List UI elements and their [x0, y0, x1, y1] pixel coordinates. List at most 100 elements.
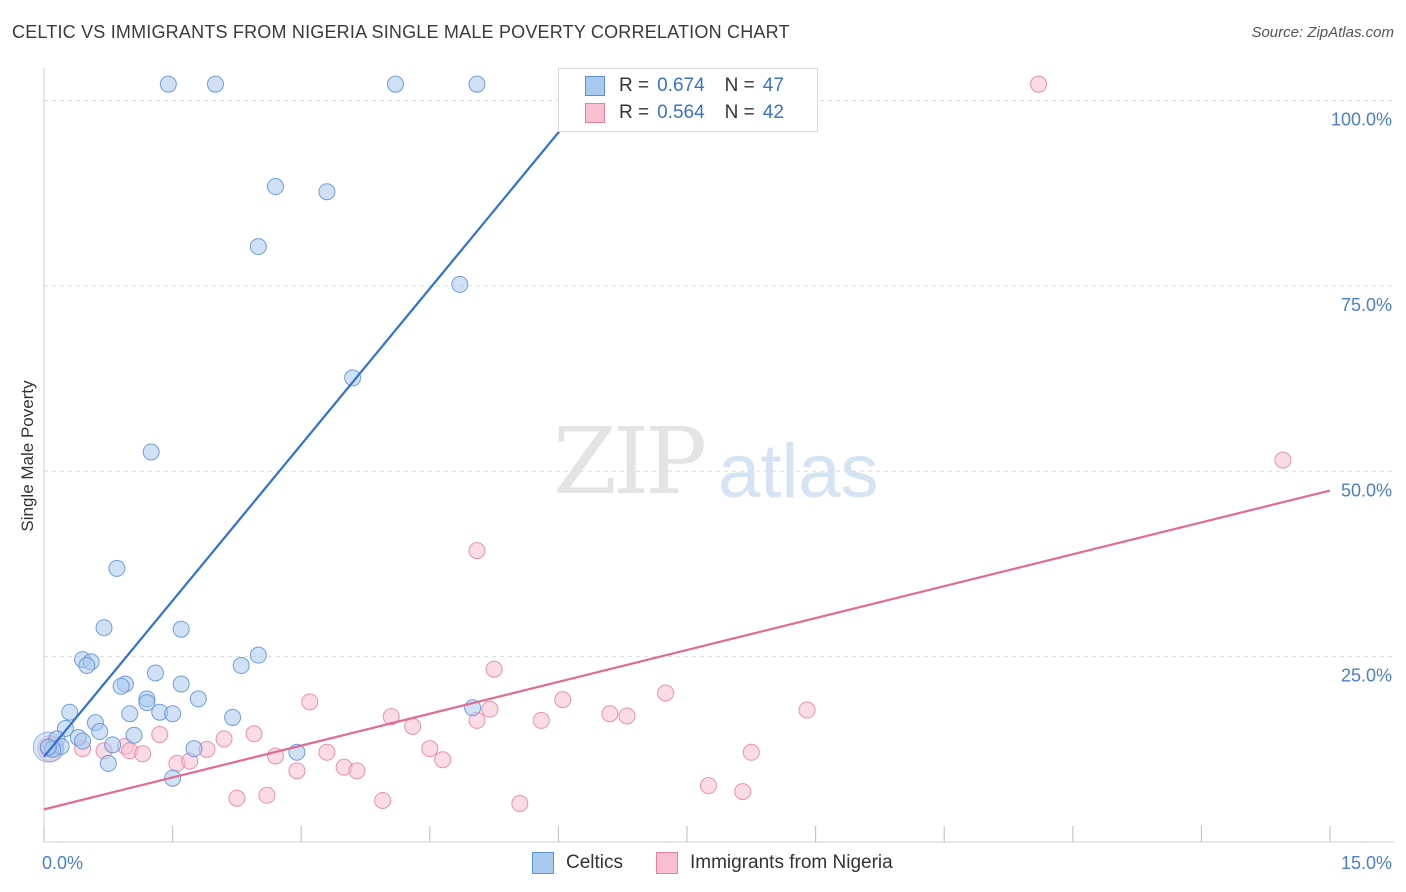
celtic-point [138, 694, 156, 712]
celtic-point [159, 75, 177, 93]
nigeria-point [601, 705, 619, 723]
celtic-point [112, 677, 130, 695]
celtic-point [468, 75, 486, 93]
celtic-point [206, 75, 224, 93]
celtic-point [232, 657, 250, 675]
celtic-point [146, 664, 164, 682]
celtics-legend-swatch [532, 852, 554, 874]
y-tick-label: 50.0% [1341, 480, 1392, 500]
celtic-point [142, 443, 160, 461]
nigeria-point [798, 701, 816, 719]
celtic-point [249, 646, 267, 664]
celtic-point [266, 178, 284, 196]
legend-item-nigeria[interactable]: Immigrants from Nigeria [656, 852, 893, 874]
nigeria-point [1030, 75, 1048, 93]
nigeria-swatch [585, 103, 605, 123]
nigeria-point [374, 791, 392, 809]
celtic-point [125, 726, 143, 744]
nigeria-points [37, 75, 1292, 812]
nigeria-point [532, 711, 550, 729]
nigeria-point [618, 707, 636, 725]
nigeria-point [245, 725, 263, 743]
celtic-point [224, 708, 242, 726]
nigeria-point [134, 745, 152, 763]
nigeria-r-label: R = [619, 102, 650, 123]
celtic-trend-line [43, 84, 598, 758]
celtic-point [172, 675, 190, 693]
celtic-point [189, 690, 207, 708]
x-tick-label: 0.0% [42, 853, 83, 873]
watermark-zip: ZIP [553, 408, 707, 515]
gridlines [44, 100, 1394, 658]
nigeria-point [1274, 451, 1292, 469]
celtic-swatch [585, 76, 605, 96]
celtic-point [74, 732, 92, 750]
y-tick-label: 25.0% [1341, 666, 1392, 686]
nigeria-point [742, 743, 760, 761]
y-tick-label: 75.0% [1341, 295, 1392, 315]
nigeria-point [434, 751, 452, 769]
nigeria-point [554, 691, 572, 709]
celtic-point [99, 754, 117, 772]
nigeria-point [421, 740, 439, 758]
celtic-r-value: 0.674 [657, 75, 705, 96]
celtic-point [172, 620, 190, 638]
celtic-point [344, 369, 362, 387]
celtic-point [78, 657, 96, 675]
tick-labels: 25.0% 50.0% 75.0% 100.0% 0.0% 15.0% [42, 110, 1392, 874]
nigeria-point [511, 794, 529, 812]
celtic-r-label: R = [619, 75, 650, 96]
celtic-point [249, 238, 267, 256]
nigeria-legend-swatch [656, 852, 678, 874]
celtic-n-value: 47 [762, 75, 784, 96]
celtics-legend-label: Celtics [566, 852, 624, 873]
nigeria-point [258, 786, 276, 804]
nigeria-point [215, 730, 233, 748]
y-tick-label: 100.0% [1331, 110, 1392, 130]
celtic-point [108, 559, 126, 577]
nigeria-point [485, 660, 503, 678]
chart-title: CELTIC VS IMMIGRANTS FROM NIGERIA SINGLE… [12, 22, 790, 42]
nigeria-point [699, 777, 717, 795]
celtic-point [318, 183, 336, 201]
celtic-point [121, 705, 139, 723]
nigeria-n-value: 42 [762, 102, 784, 123]
celtic-point [95, 619, 113, 637]
nigeria-point [404, 717, 422, 735]
celtic-point [39, 738, 57, 756]
celtic-point [451, 275, 469, 293]
nigeria-point [734, 783, 752, 801]
legend-row-nigeria: R = 0.564 N = 42 [585, 100, 784, 126]
nigeria-point [481, 700, 499, 718]
celtic-point [91, 723, 109, 741]
nigeria-point [151, 725, 169, 743]
celtic-point [104, 736, 122, 754]
nigeria-point [318, 743, 336, 761]
celtic-points [32, 75, 606, 787]
nigeria-point [468, 542, 486, 560]
nigeria-n-label: N = [724, 102, 755, 123]
source-label: Source: ZipAtlas.com [1251, 24, 1394, 41]
celtic-n-label: N = [724, 75, 755, 96]
legend-item-celtics[interactable]: Celtics [532, 852, 623, 874]
correlation-legend: R = 0.674 N = 47 R = 0.564 N = 42 [558, 68, 818, 132]
x-tick-label: 15.0% [1341, 853, 1392, 873]
celtic-point [387, 75, 405, 93]
nigeria-point [301, 693, 319, 711]
celtic-point [164, 705, 182, 723]
nigeria-point [228, 789, 246, 807]
nigeria-point [348, 762, 366, 780]
legend-row-celtic: R = 0.674 N = 47 [585, 73, 784, 99]
nigeria-point [382, 708, 400, 726]
trend-lines [43, 84, 1331, 811]
celtic-point [185, 740, 203, 758]
nigeria-point [657, 684, 675, 702]
nigeria-legend-label: Immigrants from Nigeria [690, 852, 893, 873]
nigeria-r-value: 0.564 [657, 102, 705, 123]
celtic-point [61, 703, 79, 721]
nigeria-trend-line [43, 489, 1331, 811]
series-legend: Celtics Immigrants from Nigeria [0, 852, 1406, 878]
nigeria-point [288, 762, 306, 780]
axes [43, 68, 1394, 843]
